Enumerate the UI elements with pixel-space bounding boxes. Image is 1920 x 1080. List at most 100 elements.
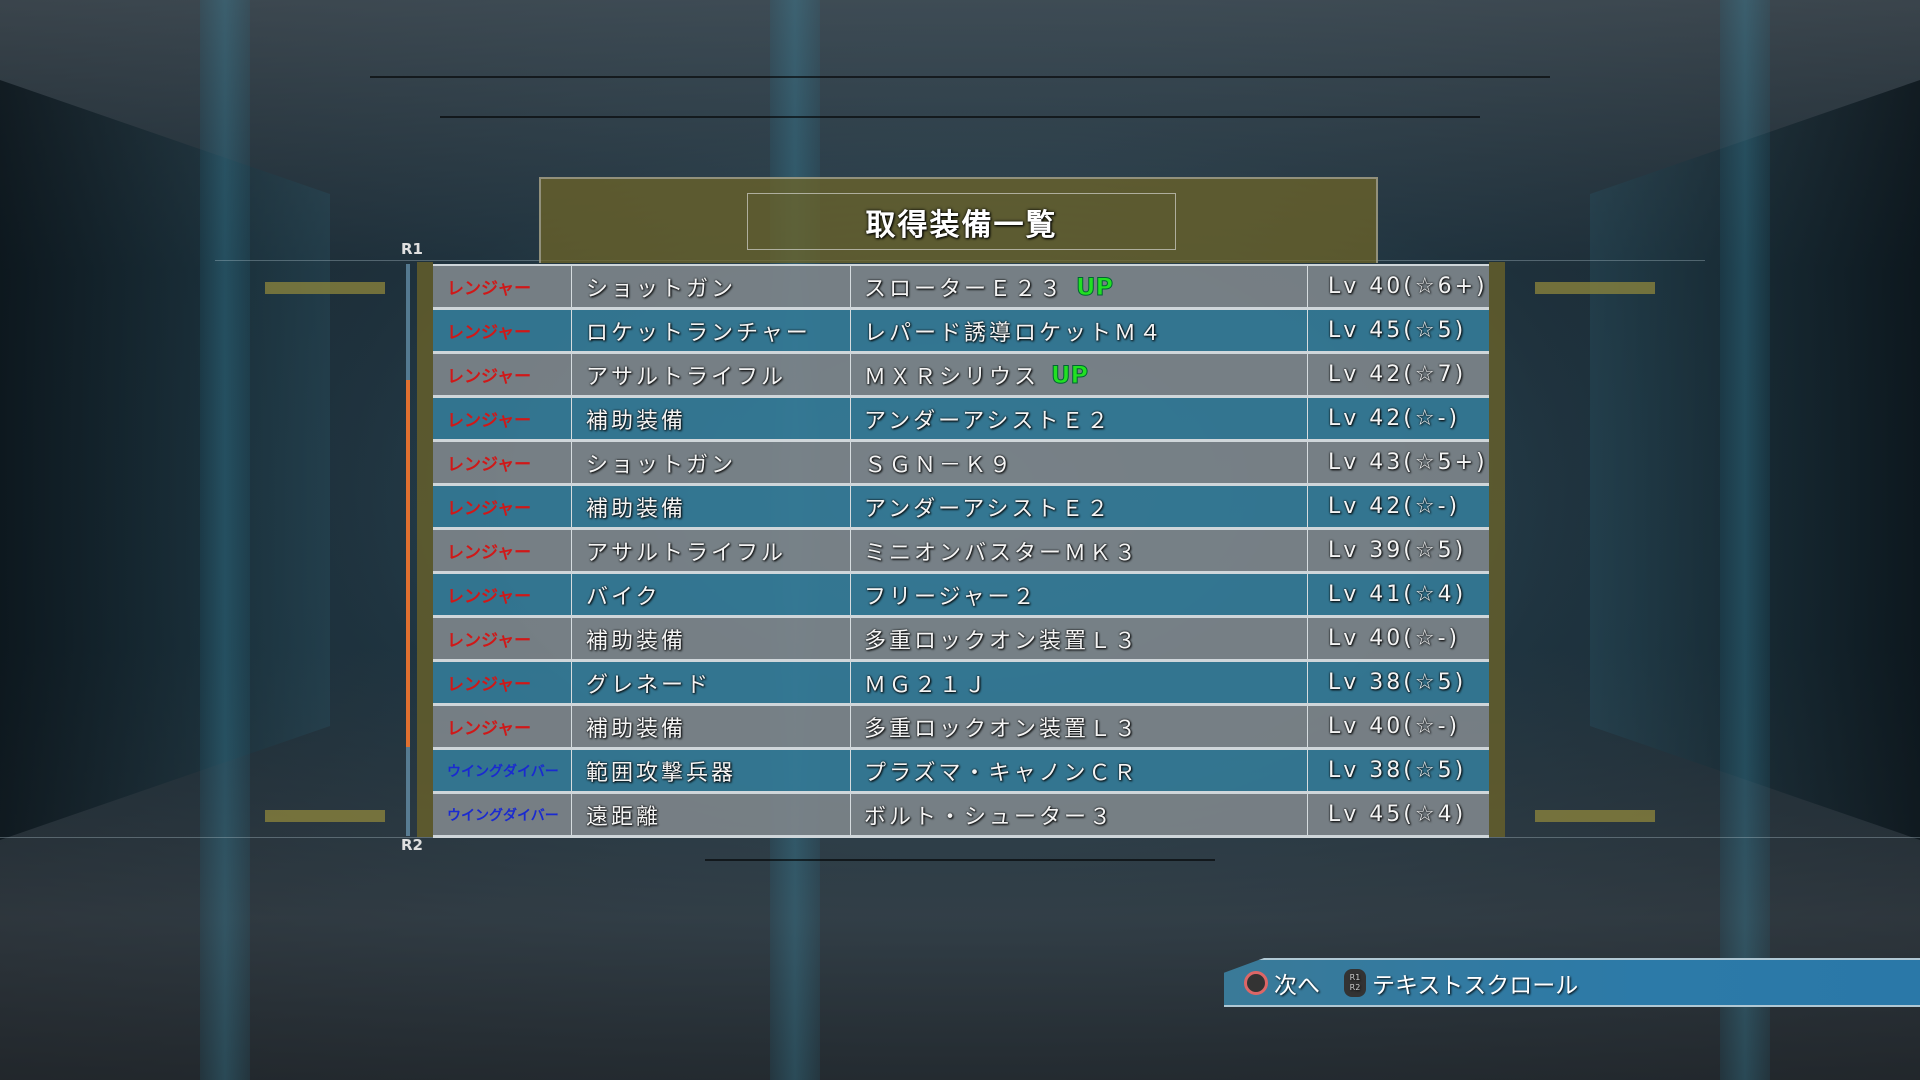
deco-bar [1535,810,1655,822]
up-badge: UP [1051,360,1089,389]
level-cell: Lv 39(☆5) [1328,538,1467,563]
r1-label: R1 [1349,972,1361,982]
category-cell: 補助装備 [572,618,851,659]
category-cell: 範囲攻撃兵器 [572,750,851,791]
panel-frame-left [417,262,433,837]
class-label: レンジャー [447,719,532,739]
level-cell: Lv 42(☆-) [1328,406,1461,431]
weapon-cell: フリージャー２ [851,574,1308,615]
class-label: レンジャー [447,279,532,299]
deco-bar [265,810,385,822]
class-cell: ウイングダイバー [433,794,572,835]
level-cell: Lv 42(☆7) [1328,362,1467,387]
class-cell: レンジャー [433,706,572,747]
class-label: レンジャー [447,323,532,343]
class-label: レンジャー [447,543,532,563]
equipment-table: レンジャー ショットガン スローターＥ２３ UP Lv 40(☆6+) レンジャー ロケット… [433,264,1489,838]
class-label: ウイングダイバー [447,763,559,780]
weapon-cell: ＭＸＲシリウス UP [851,354,1308,395]
scroll-top-label: R1 [401,240,423,258]
weapon-cell: 多重ロックオン装置Ｌ３ [851,706,1308,747]
class-label: レンジャー [447,367,532,387]
table-row: レンジャー 補助装備 アンダーアシストＥ２ Lv 42(☆-) [433,398,1489,442]
table-row: レンジャー アサルトライフル ＭＸＲシリウス UP Lv 42(☆7) [433,354,1489,398]
weapon-name: ボルト・シューター３ [864,804,1115,830]
table-row: レンジャー バイク フリージャー２ Lv 41(☆4) [433,574,1489,618]
weapon-name: ミニオンバスターＭＫ３ [864,540,1140,566]
weapon-name: ＭＸＲシリウス [864,364,1040,390]
weapon-cell: ボルト・シューター３ [851,794,1308,835]
weapon-name: フリージャー２ [864,584,1038,610]
level-cell: Lv 43(☆5+) [1328,450,1488,475]
weapon-cell: ミニオンバスターＭＫ３ [851,530,1308,571]
class-cell: レンジャー [433,530,572,571]
table-row: レンジャー グレネード ＭＧ２１Ｊ Lv 38(☆5) [433,662,1489,706]
weapon-cell: アンダーアシストＥ２ [851,486,1308,527]
level-cell: Lv 41(☆4) [1328,582,1467,607]
ceiling-line [370,76,1550,78]
class-label: レンジャー [447,587,532,607]
level-cell: Lv 40(☆-) [1328,714,1461,739]
level-cell: Lv 40(☆6+) [1328,274,1488,299]
scroll-bottom-label: R2 [401,836,423,854]
class-cell: レンジャー [433,310,572,351]
class-cell: レンジャー [433,354,572,395]
up-badge: UP [1076,272,1114,301]
class-cell: レンジャー [433,266,572,307]
weapon-name: スローターＥ２３ [864,276,1065,302]
weapon-name: プラズマ・キャノンＣＲ [864,760,1139,786]
button-prompt-bar: 次へ R1 R2 テキストスクロール [1224,958,1920,1007]
title-frame [539,177,1378,263]
next-prompt[interactable]: 次へ [1274,972,1320,999]
level-cell: Lv 38(☆5) [1328,758,1467,783]
weapon-name: 多重ロックオン装置Ｌ３ [864,628,1140,654]
text-scroll-prompt[interactable]: テキストスクロール [1372,972,1579,999]
weapon-name: アンダーアシストＥ２ [864,496,1112,522]
panel-frame-right [1489,262,1505,837]
table-row: レンジャー 補助装備 多重ロックオン装置Ｌ３ Lv 40(☆-) [433,618,1489,662]
category-cell: ロケットランチャー [572,310,851,351]
deco-bar [265,282,385,294]
category-cell: 遠距離 [572,794,851,835]
weapon-cell: スローターＥ２３ UP [851,266,1308,307]
category-cell: ショットガン [572,442,851,483]
table-row: ウイングダイバー 遠距離 ボルト・シューター３ Lv 45(☆4) [433,794,1489,838]
class-label: ウイングダイバー [447,807,559,824]
class-cell: レンジャー [433,442,572,483]
class-label: レンジャー [447,455,532,475]
table-row: ウイングダイバー 範囲攻撃兵器 プラズマ・キャノンＣＲ Lv 38(☆5) [433,750,1489,794]
title-box: 取得装備一覧 [747,193,1176,250]
weapon-name: ＳＧＮ－Ｋ９ [864,452,1015,478]
class-cell: ウイングダイバー [433,750,572,791]
category-cell: グレネード [572,662,851,703]
r2-label: R2 [1349,982,1361,992]
weapon-name: ＭＧ２１Ｊ [864,672,990,698]
category-cell: 補助装備 [572,486,851,527]
pillar [200,0,250,1080]
category-cell: アサルトライフル [572,530,851,571]
category-cell: アサルトライフル [572,354,851,395]
class-cell: レンジャー [433,574,572,615]
class-label: レンジャー [447,411,532,431]
pillar [1720,0,1770,1080]
weapon-name: 多重ロックオン装置Ｌ３ [864,716,1140,742]
scrollbar-thumb[interactable] [406,380,410,747]
level-cell: Lv 45(☆5) [1328,318,1467,343]
weapon-cell: レパード誘導ロケットＭ４ [851,310,1308,351]
level-cell: Lv 38(☆5) [1328,670,1467,695]
class-label: レンジャー [447,631,532,651]
weapon-cell: プラズマ・キャノンＣＲ [851,750,1308,791]
floor-line [705,859,1215,861]
table-row: レンジャー アサルトライフル ミニオンバスターＭＫ３ Lv 39(☆5) [433,530,1489,574]
class-cell: レンジャー [433,398,572,439]
table-row: レンジャー ショットガン ＳＧＮ－Ｋ９ Lv 43(☆5+) [433,442,1489,486]
weapon-cell: ＳＧＮ－Ｋ９ [851,442,1308,483]
weapon-cell: アンダーアシストＥ２ [851,398,1308,439]
weapon-name: アンダーアシストＥ２ [864,408,1112,434]
ceiling-line [440,116,1480,118]
circle-button-icon [1244,970,1268,995]
weapon-cell: 多重ロックオン装置Ｌ３ [851,618,1308,659]
table-row: レンジャー ロケットランチャー レパード誘導ロケットＭ４ Lv 45(☆5) [433,310,1489,354]
left-wall [0,80,330,840]
right-wall [1590,80,1920,840]
